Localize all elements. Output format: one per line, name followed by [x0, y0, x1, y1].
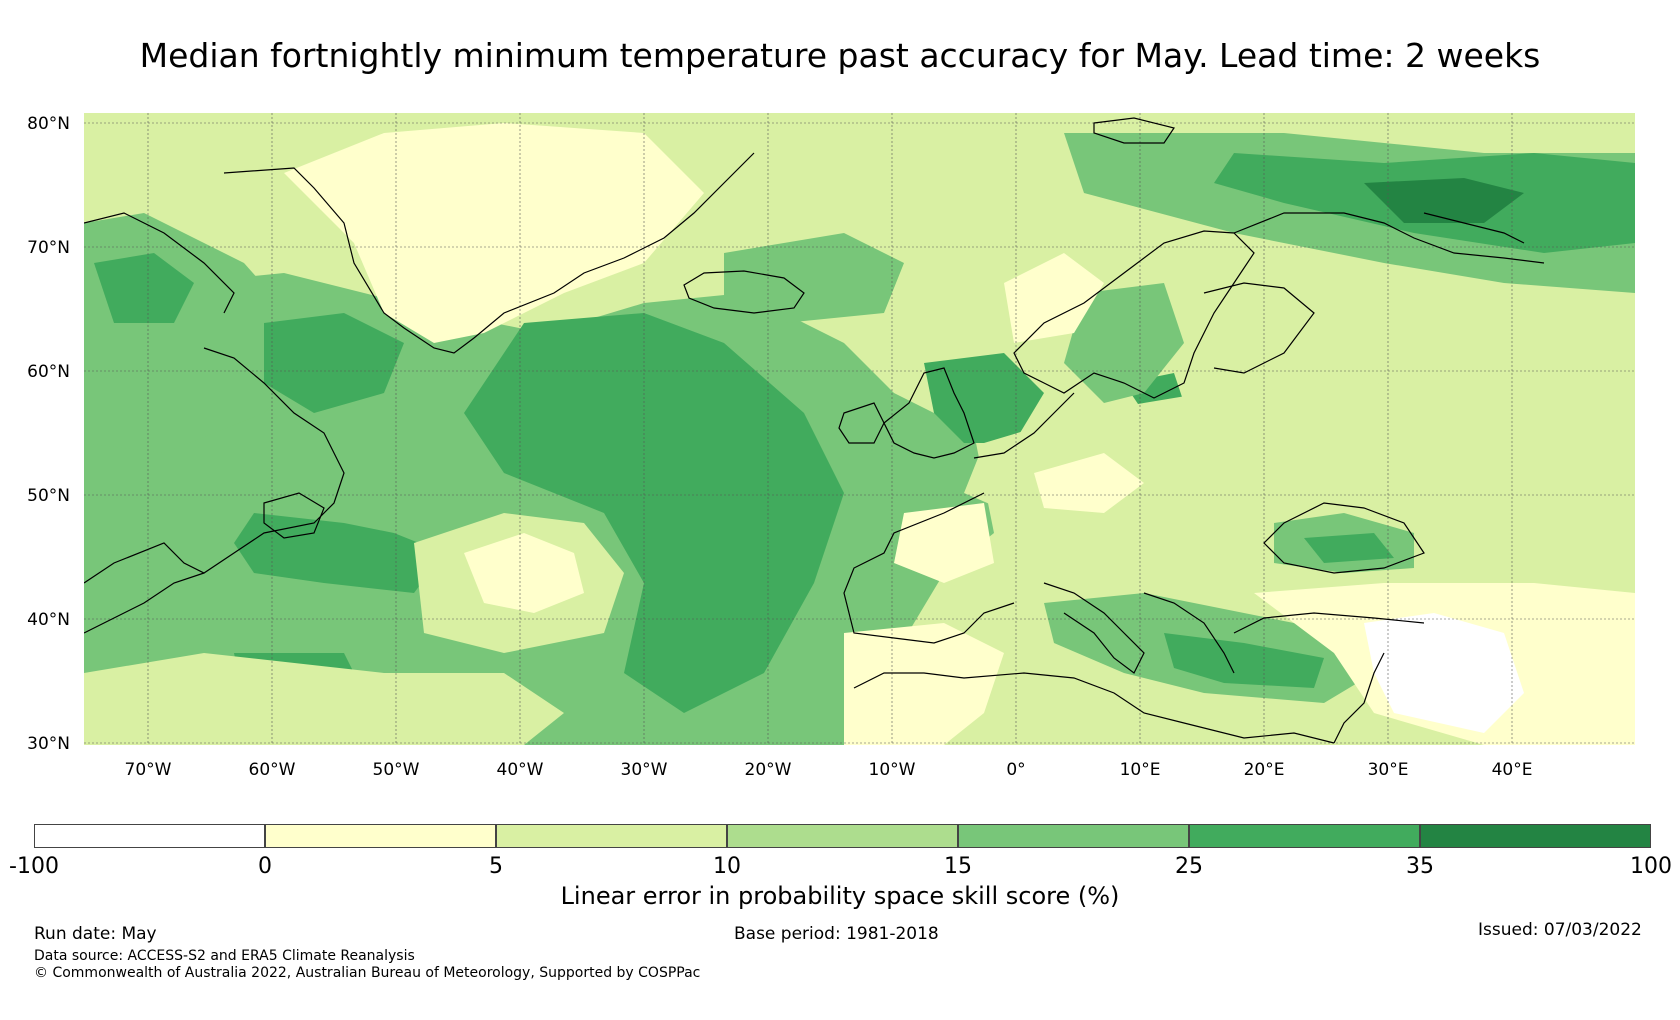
lon-label-60w: 60°W — [248, 760, 296, 780]
lon-label-50w: 50°W — [372, 760, 420, 780]
colorbar-tick: 5 — [489, 854, 503, 879]
colorbar-segment-10-15 — [727, 824, 958, 848]
region-greenland — [284, 123, 704, 343]
colorbar-tick: -100 — [9, 854, 59, 879]
coast-svalbard — [1093, 117, 1175, 144]
colorbar-tick: 10 — [713, 854, 741, 879]
coast-north-africa — [853, 672, 1335, 744]
region-barents-darkest — [1364, 178, 1524, 223]
coast-us-east — [84, 572, 205, 634]
colorbar-segment-neg100-0 — [34, 824, 265, 848]
region-north-sea — [924, 353, 1044, 443]
region-sw-green — [84, 553, 214, 673]
coast-newfoundland — [263, 492, 325, 539]
map-title: Median fortnightly minimum temperature p… — [139, 36, 1541, 75]
coast-labrador — [84, 347, 345, 584]
coast-scandinavia — [1013, 230, 1255, 399]
run-date: Run date: May — [34, 924, 157, 944]
coast-baffin — [84, 212, 235, 314]
region-europe — [964, 373, 1635, 593]
lon-label-40w: 40°W — [496, 760, 544, 780]
coast-levant — [1333, 652, 1385, 744]
region-med-dark — [1164, 633, 1324, 688]
region-black-sea-dark — [1304, 533, 1394, 563]
copyright: © Commonwealth of Australia 2022, Austra… — [34, 965, 701, 981]
colorbar-tick: 15 — [944, 854, 972, 879]
lat-label-70n: 70°N — [27, 238, 70, 258]
region-mid-atlantic — [464, 313, 844, 713]
colorbar-segment-15-25 — [958, 824, 1189, 848]
lon-label-70w: 70°W — [124, 760, 172, 780]
lon-label-30e: 30°E — [1367, 760, 1409, 780]
colorbar-segment-35-100 — [1420, 824, 1651, 848]
coast-novaya — [1423, 212, 1525, 244]
colorbar-label: Linear error in probability space skill … — [560, 882, 1120, 910]
region-scandinavia-pale — [1004, 253, 1104, 343]
lon-label-10w: 10°W — [868, 760, 916, 780]
coast-iceland — [683, 270, 805, 314]
region-newfoundland — [234, 513, 444, 593]
coast-balkans — [1143, 592, 1235, 674]
colorbar — [34, 824, 1651, 850]
coast-kola — [1233, 212, 1545, 264]
graticule — [84, 113, 1635, 745]
region-caribbean-light — [84, 653, 564, 745]
colorbar-segment-5-10 — [496, 824, 727, 848]
lon-label-30w: 30°W — [620, 760, 668, 780]
region-north-africa — [844, 623, 1004, 745]
coast-finland — [1203, 282, 1315, 374]
base-period: Base period: 1981-2018 — [734, 924, 939, 944]
coast-europe-west — [843, 392, 1075, 644]
region-europe-pale — [1034, 453, 1144, 513]
skill-score-map — [84, 113, 1635, 745]
issued-date: Issued: 07/03/2022 — [1478, 920, 1642, 940]
colorbar-tick: 25 — [1175, 854, 1203, 879]
coast-italy — [1043, 582, 1145, 674]
colorbar-tick: 35 — [1406, 854, 1434, 879]
coast-ireland — [838, 402, 885, 444]
lat-label-30n: 30°N — [27, 734, 70, 754]
lat-label-60n: 60°N — [27, 362, 70, 382]
coast-turkey — [1233, 612, 1425, 634]
coast-britain — [883, 367, 975, 459]
region-labrador-sea — [264, 313, 404, 413]
lon-label-40e: 40°E — [1491, 760, 1533, 780]
lon-label-20e: 20°E — [1243, 760, 1285, 780]
colorbar-tick: 100 — [1630, 854, 1672, 879]
colorbar-segment-0-5 — [265, 824, 496, 848]
region-norwegian — [724, 233, 904, 323]
lon-label-20w: 20°W — [744, 760, 792, 780]
region-subtropical-pale — [464, 533, 584, 613]
lat-label-80n: 80°N — [27, 114, 70, 134]
coastlines — [84, 117, 1545, 744]
coast-greenland — [223, 152, 755, 354]
colorbar-tick: 0 — [258, 854, 272, 879]
data-source: Data source: ACCESS-S2 and ERA5 Climate … — [34, 948, 415, 964]
lon-label-10e: 10°E — [1119, 760, 1161, 780]
lat-label-50n: 50°N — [27, 486, 70, 506]
lon-label-0: 0° — [1006, 760, 1026, 780]
coast-black-sea — [1263, 502, 1425, 574]
lat-label-40n: 40°N — [27, 610, 70, 630]
colorbar-segment-25-35 — [1189, 824, 1420, 848]
region-middle-east-white — [1364, 613, 1524, 733]
region-hudson — [94, 253, 194, 323]
skill-regions — [84, 123, 1635, 745]
